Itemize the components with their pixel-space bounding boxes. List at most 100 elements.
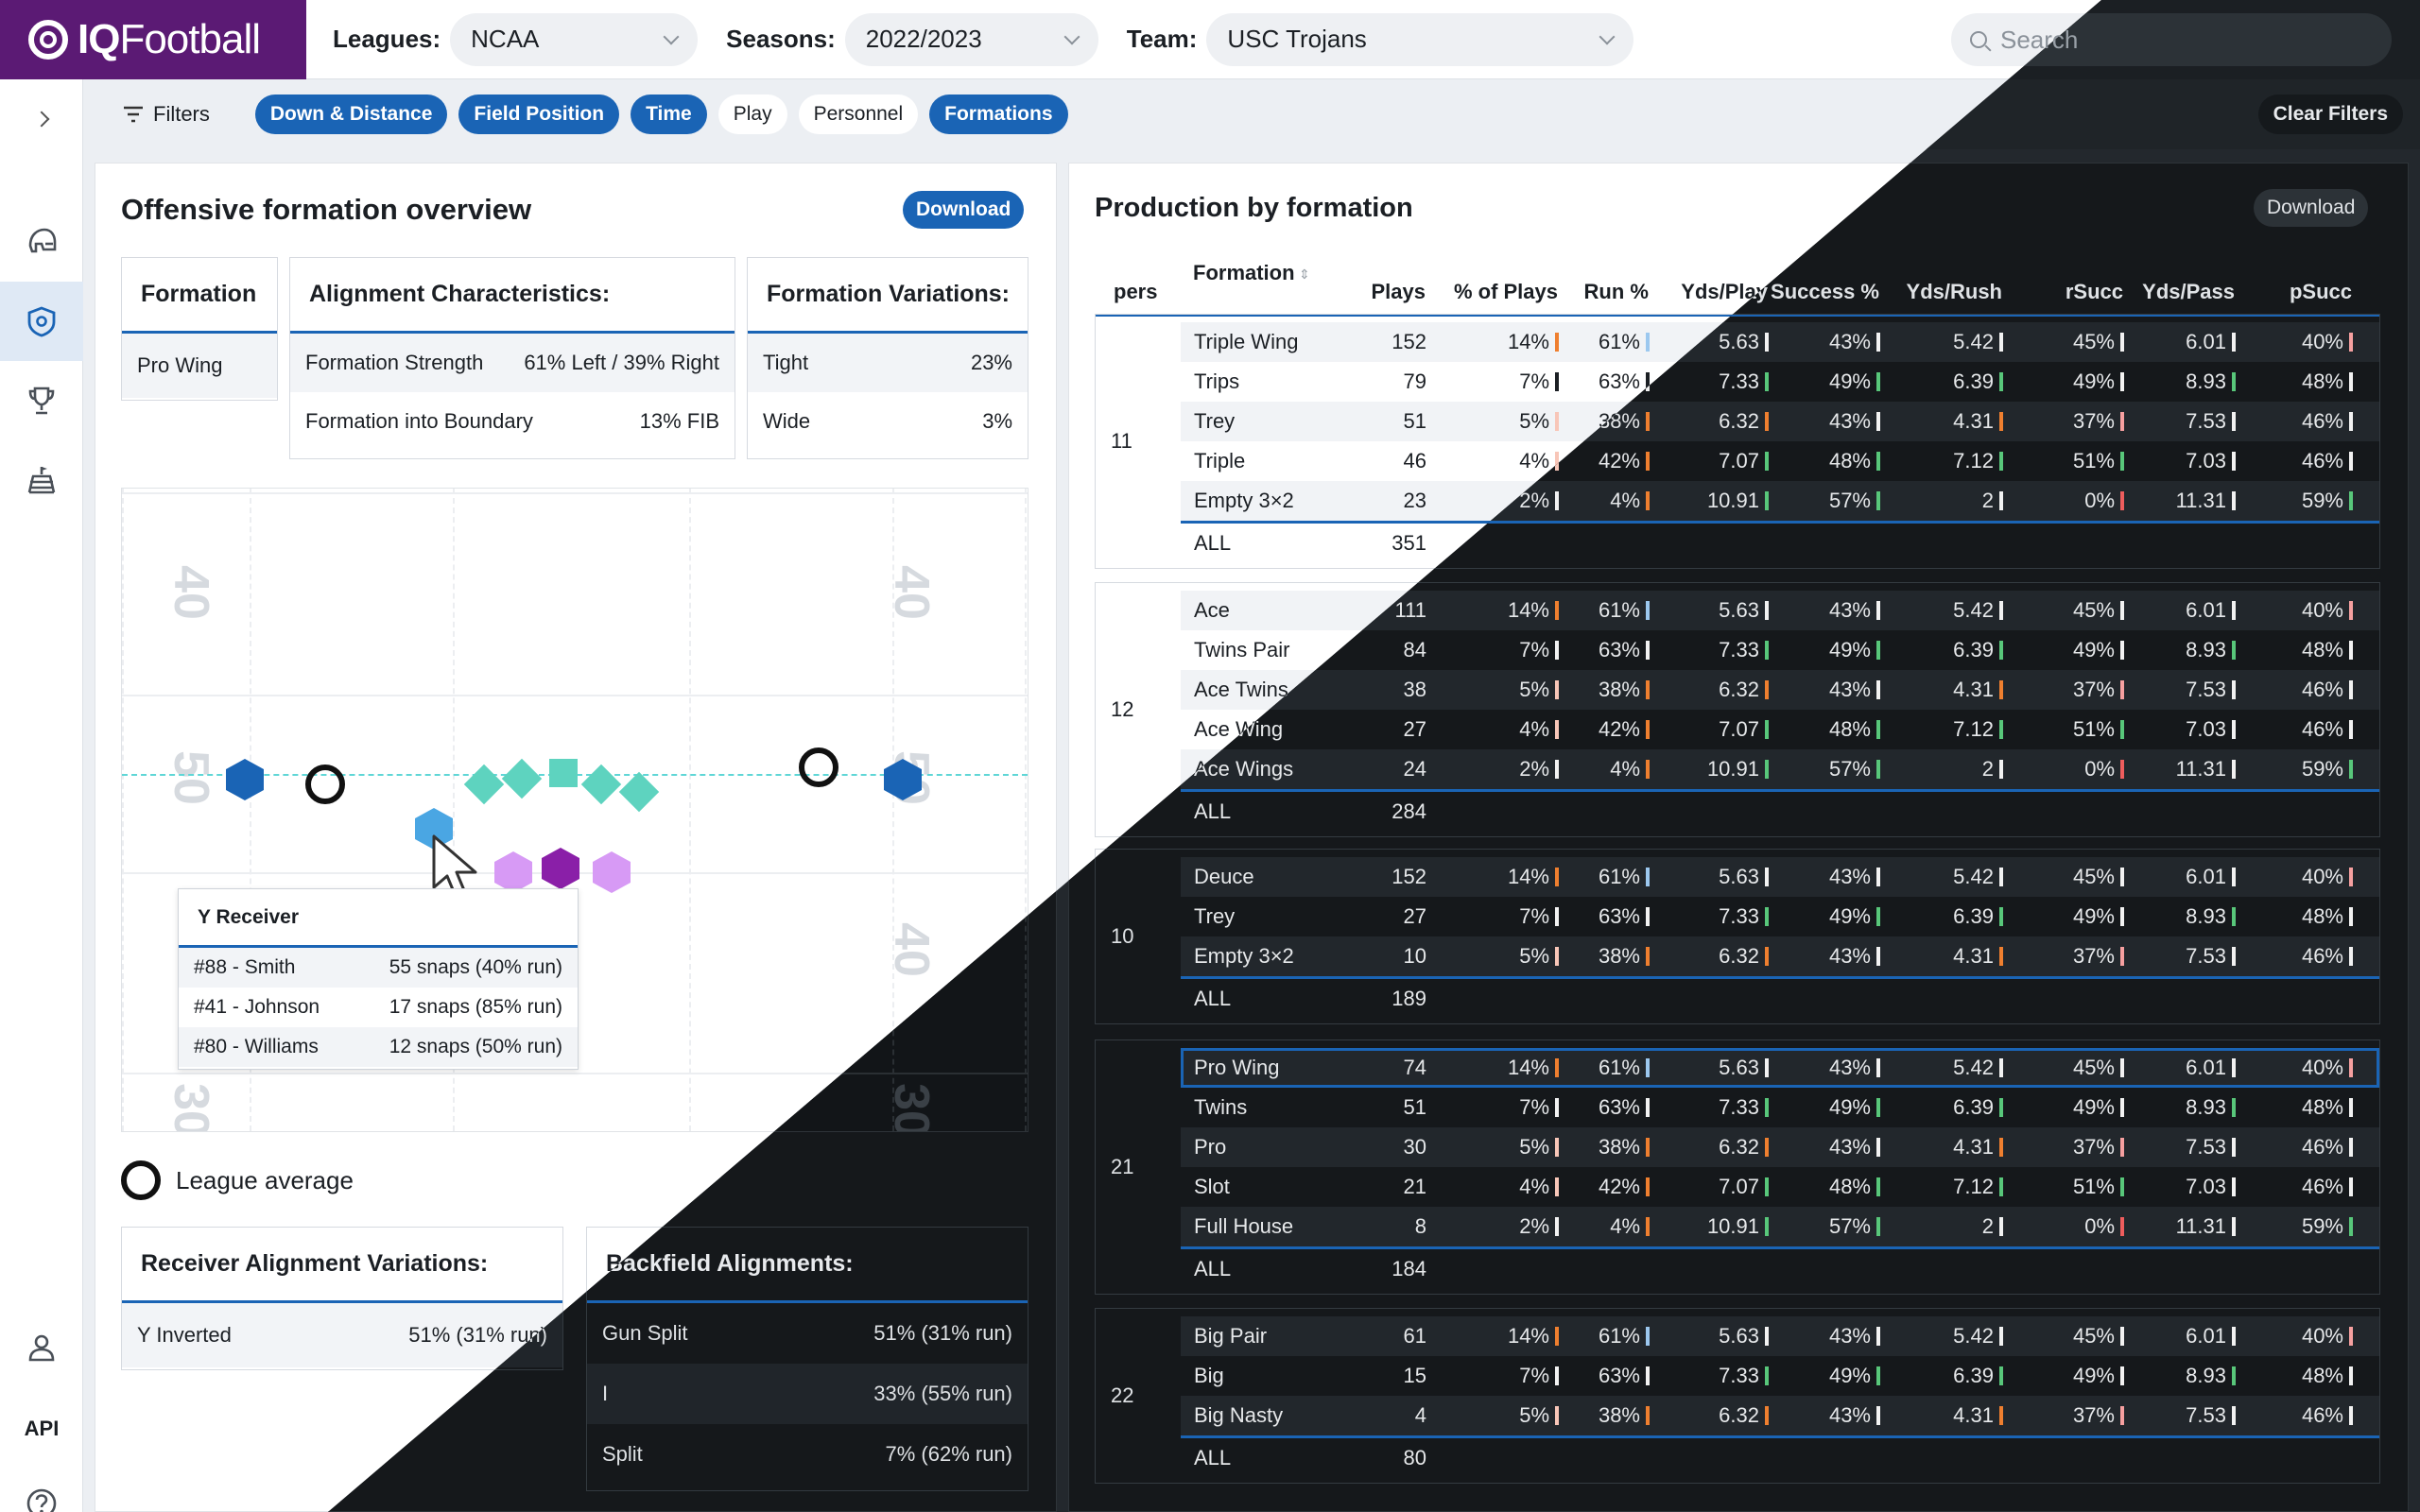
filters-toggle-button[interactable]: Filters	[123, 102, 210, 127]
seasons-select[interactable]: 2022/2023	[844, 12, 1098, 66]
metric-bar	[1646, 1366, 1650, 1385]
sidebar-item-help[interactable]	[0, 1470, 83, 1512]
column-header-plays[interactable]: Plays	[1371, 280, 1426, 303]
table-row[interactable]: Full House 8 2% 4% 10.91 57% 2 0% 11.31 59%	[1181, 1207, 2379, 1246]
cell-value: 43%	[1828, 598, 1871, 622]
variation-row-label: Tight	[763, 351, 809, 374]
table-row[interactable]: Twins 51 7% 63% 7.33 49% 6.39 49% 8.93 48%	[1181, 1088, 2379, 1127]
column-header-yds-pass[interactable]: Yds/Pass	[2142, 280, 2235, 303]
metric-bar	[2349, 412, 2353, 431]
table-row[interactable]: Big Nasty 4 5% 38% 6.32 43% 4.31 37% 7.53 46%	[1181, 1396, 2379, 1435]
table-cell: 45%	[2003, 1316, 2124, 1356]
table-row[interactable]: Slot 21 4% 42% 7.07 48% 7.12 51% 7.03 46%	[1181, 1167, 2379, 1207]
filter-pill-formations[interactable]: Formations	[929, 94, 1068, 134]
cell-value: 51	[1403, 1095, 1426, 1119]
filter-pill-down-distance[interactable]: Down & Distance	[254, 94, 448, 134]
column-header-psucc[interactable]: pSucc	[2289, 280, 2352, 303]
table-row[interactable]: Pro Wing 74 14% 61% 5.63 43% 5.42 45% 6.01 40%	[1181, 1048, 2379, 1088]
table-cell: 37%	[2003, 670, 2124, 710]
table-row[interactable]: Twins Pair 84 7% 63% 7.33 49% 6.39 49% 8.93 48%	[1181, 630, 2379, 670]
table-row[interactable]: Empty 3×2 10 5% 38% 6.32 43% 4.31 37% 7.53 46%	[1181, 936, 2379, 976]
column-header-of-plays[interactable]: % of Plays	[1453, 280, 1558, 303]
column-header-success[interactable]: Success %	[1771, 280, 1879, 303]
all-label: ALL	[1194, 987, 1232, 1010]
yard-line	[122, 489, 124, 1131]
team-value: USC Trojans	[1227, 25, 1367, 53]
table-row[interactable]: Ace Twins 38 5% 38% 6.32 43% 4.31 37% 7.53 46%	[1181, 670, 2379, 710]
column-header-run[interactable]: Run %	[1583, 280, 1649, 303]
tooltip-title: Y Receiver	[179, 889, 578, 948]
quarterback-marker[interactable]	[542, 848, 579, 889]
table-cell: 5.42	[1880, 322, 2003, 362]
logo[interactable]: IQFootball	[0, 0, 306, 79]
filter-icon	[124, 106, 143, 123]
filter-pill-time[interactable]: Time	[631, 94, 707, 134]
overview-download-button[interactable]: Download	[903, 191, 1025, 229]
column-header-pers[interactable]: pers	[1114, 280, 1158, 303]
table-cell: 49%	[1769, 362, 1880, 402]
table-cell: 43%	[1769, 936, 1880, 976]
personnel-label: 10	[1111, 924, 1134, 948]
lineman-marker	[580, 764, 622, 805]
sidebar-item-helmet[interactable]	[0, 202, 83, 282]
production-download-button[interactable]: Download	[2254, 189, 2369, 227]
table-row[interactable]: Pro 30 5% 38% 6.32 43% 4.31 37% 7.53 46%	[1181, 1127, 2379, 1167]
column-header-formation[interactable]: Formation	[1193, 261, 1295, 284]
sidebar-item-api[interactable]: API	[0, 1389, 83, 1469]
table-cell: 6.39	[1880, 897, 2003, 936]
table-cell: 43%	[1769, 1127, 1880, 1167]
table-cell: 23	[1351, 481, 1426, 521]
back-marker[interactable]	[494, 851, 532, 893]
table-row[interactable]: Deuce 152 14% 61% 5.63 43% 5.42 45% 6.01 40%	[1181, 857, 2379, 897]
metric-bar	[2349, 1366, 2353, 1385]
column-header-yds-rush[interactable]: Yds/Rush	[1906, 280, 2002, 303]
table-row[interactable]: Big Pair 61 14% 61% 5.63 43% 5.42 45% 6.01 40%	[1181, 1316, 2379, 1356]
leagues-select[interactable]: NCAA	[450, 12, 699, 66]
metric-bar	[1999, 601, 2003, 620]
cell-value: 46	[1403, 449, 1426, 472]
table-cell: 7.12	[1880, 710, 2003, 749]
metric-bar	[2120, 333, 2124, 352]
sidebar-item-account[interactable]	[0, 1308, 83, 1387]
metric-bar	[1876, 680, 1880, 699]
table-cell: 4%	[1559, 1207, 1650, 1246]
filter-pill-personnel[interactable]: Personnel	[798, 94, 919, 134]
cell-value: 61%	[1598, 1324, 1640, 1348]
cell-value: 46%	[2301, 409, 2343, 433]
receiver-x-marker[interactable]	[226, 759, 264, 800]
table-row[interactable]: Trey 27 7% 63% 7.33 49% 6.39 49% 8.93 48%	[1181, 897, 2379, 936]
cell-value: 63%	[1598, 369, 1640, 393]
sidebar-item-stadium[interactable]	[0, 440, 83, 520]
sidebar-expand-button[interactable]	[0, 79, 83, 159]
table-cell: 111	[1351, 591, 1426, 630]
backfield-row-value: 33% (55% run)	[873, 1382, 1012, 1405]
metric-bar	[1555, 760, 1559, 779]
filter-pill-play[interactable]: Play	[717, 94, 787, 134]
cell-value: 23	[1403, 489, 1426, 512]
table-cell: 5.63	[1650, 322, 1769, 362]
chevron-right-icon	[33, 111, 50, 128]
cell-value: 8	[1414, 1214, 1426, 1238]
table-cell: 7.33	[1650, 1088, 1769, 1127]
table-row-all: ALL 184	[1181, 1246, 2379, 1286]
receiver-row-value: 51% (31% run)	[408, 1323, 547, 1347]
table-cell: 61%	[1559, 591, 1650, 630]
clear-filters-button[interactable]: Clear Filters	[2257, 94, 2403, 134]
metric-bar	[1876, 868, 1880, 886]
team-select[interactable]: USC Trojans	[1206, 12, 1634, 66]
table-cell: 46%	[2236, 441, 2353, 481]
cell-value: 7.12	[1953, 717, 1994, 741]
table-row[interactable]: Big 15 7% 63% 7.33 49% 6.39 49% 8.93 48%	[1181, 1356, 2379, 1396]
column-header-rsucc[interactable]: rSucc	[2065, 280, 2123, 303]
back-marker[interactable]	[593, 851, 631, 893]
filter-pill-field-position[interactable]: Field Position	[458, 94, 620, 134]
metric-bar	[2349, 452, 2353, 471]
sidebar-item-offense[interactable]	[0, 282, 83, 361]
sidebar-item-trophy[interactable]	[0, 361, 83, 440]
table-row[interactable]: Ace Wings 24 2% 4% 10.91 57% 2 0% 11.31 59%	[1181, 749, 2379, 789]
sort-icon[interactable]: ⇕	[1299, 266, 1310, 282]
table-cell: 15	[1351, 1356, 1426, 1396]
metric-bar	[1765, 1217, 1769, 1236]
table-cell: 63%	[1559, 1356, 1650, 1396]
